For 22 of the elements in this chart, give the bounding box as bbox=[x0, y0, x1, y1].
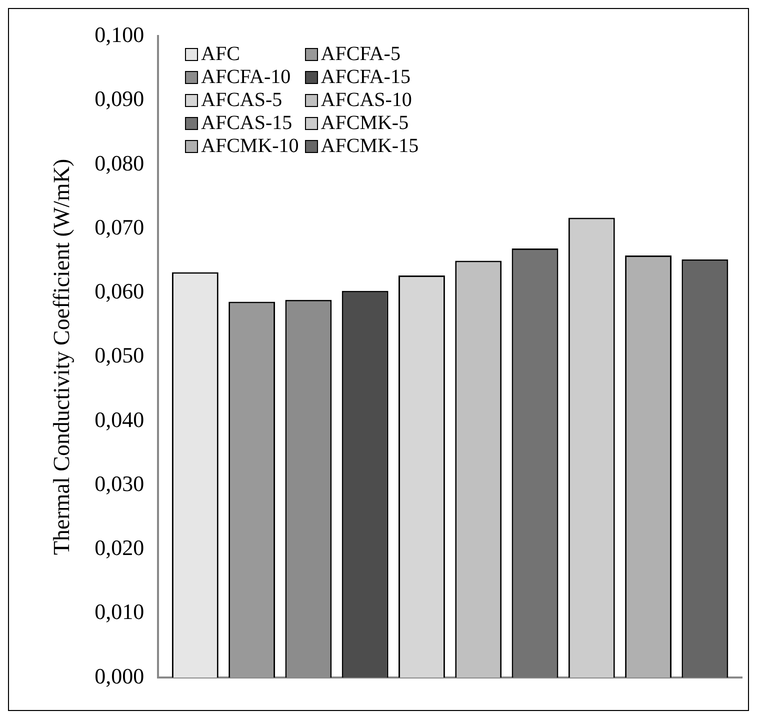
y-tick-label: 0,020 bbox=[94, 535, 144, 560]
legend-label: AFCFA-15 bbox=[320, 66, 410, 89]
legend-label: AFC bbox=[201, 43, 240, 66]
y-tick-label: 0,050 bbox=[94, 342, 144, 368]
y-tick-label: 0,070 bbox=[94, 214, 144, 240]
y-tick-label: 0,000 bbox=[94, 663, 144, 688]
y-tick-label: 0,030 bbox=[94, 470, 144, 496]
legend-label: AFCFA-10 bbox=[201, 66, 291, 89]
y-tick-label: 0,090 bbox=[94, 86, 144, 112]
legend-label: AFCAS-10 bbox=[320, 89, 412, 112]
y-tick-label: 0,080 bbox=[94, 150, 144, 176]
legend-label: AFCMK-5 bbox=[320, 112, 409, 135]
y-axis-title: Thermal Conductivity Coefficient (W/mK) bbox=[48, 158, 74, 556]
legend-label: AFCAS-15 bbox=[201, 112, 292, 135]
y-tick-label: 0,010 bbox=[94, 599, 144, 624]
y-tick-label: 0,100 bbox=[94, 22, 144, 47]
legend-label: AFCFA-5 bbox=[320, 43, 400, 66]
y-tick-label: 0,040 bbox=[94, 406, 144, 432]
y-tick-label: 0,060 bbox=[94, 278, 144, 304]
legend-label: AFCMK-10 bbox=[201, 135, 299, 158]
legend-label: AFCMK-15 bbox=[320, 135, 419, 158]
legend-label: AFCAS-5 bbox=[201, 89, 282, 112]
